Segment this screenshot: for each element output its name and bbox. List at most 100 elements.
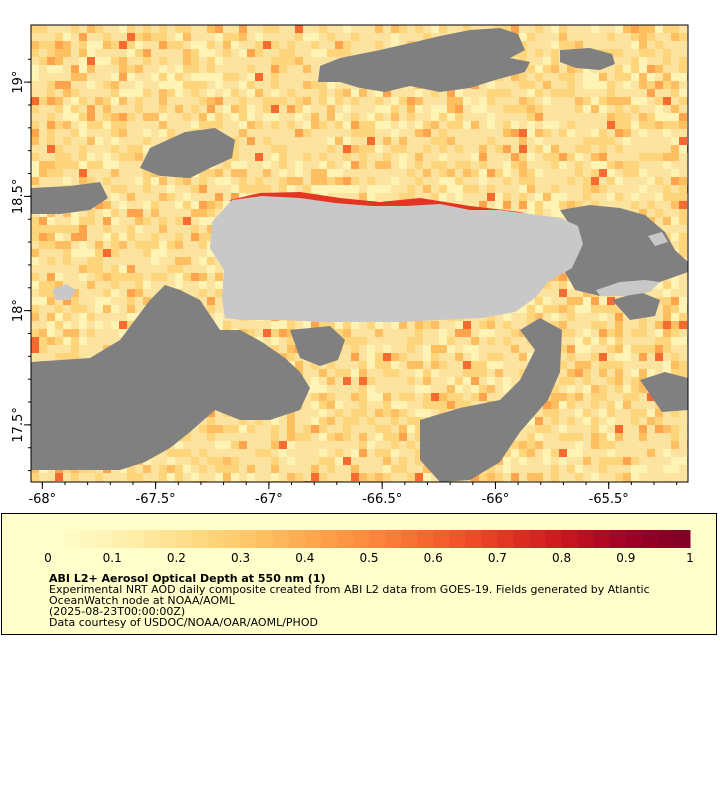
aod-cell: [327, 161, 335, 169]
aod-cell: [567, 297, 575, 305]
aod-cell: [423, 473, 431, 481]
aod-cell: [111, 233, 119, 241]
aod-cell: [159, 105, 167, 113]
aod-cell: [87, 121, 95, 129]
aod-cell: [287, 473, 295, 481]
aod-cell: [583, 81, 591, 89]
aod-cell: [655, 25, 663, 33]
aod-cell: [415, 129, 423, 137]
aod-cell: [671, 337, 679, 345]
aod-cell: [47, 89, 55, 97]
aod-cell: [551, 449, 559, 457]
aod-cell: [599, 433, 607, 441]
aod-cell: [351, 353, 359, 361]
color-bar-tick-label: 0.6: [424, 551, 443, 565]
aod-cell: [343, 177, 351, 185]
aod-cell: [519, 49, 527, 57]
aod-cell: [55, 233, 63, 241]
aod-cell: [599, 353, 607, 361]
aod-cell: [167, 473, 175, 481]
aod-cell: [503, 121, 511, 129]
aod-cell: [103, 177, 111, 185]
aod-cell: [311, 393, 319, 401]
vieques-culebra-land: [596, 280, 660, 296]
color-bar-segment: [417, 530, 434, 548]
aod-cell: [143, 217, 151, 225]
aod-cell: [551, 145, 559, 153]
aod-cell: [487, 313, 495, 321]
aod-cell: [271, 81, 279, 89]
aod-cell: [207, 49, 215, 57]
aod-cell: [383, 425, 391, 433]
aod-cell: [103, 121, 111, 129]
aod-cell: [295, 161, 303, 169]
aod-cell: [535, 73, 543, 81]
aod-cell: [599, 361, 607, 369]
aod-cell: [343, 89, 351, 97]
aod-cell: [615, 113, 623, 121]
aod-cell: [391, 113, 399, 121]
aod-cell: [351, 345, 359, 353]
color-bar-segment: [561, 530, 579, 548]
aod-cell: [455, 385, 463, 393]
aod-cell: [471, 353, 479, 361]
aod-cell: [375, 361, 383, 369]
aod-cell: [591, 97, 599, 105]
aod-cell: [263, 97, 271, 105]
aod-cell: [111, 169, 119, 177]
aod-cell: [367, 137, 375, 145]
aod-cell: [663, 361, 671, 369]
aod-cell: [207, 457, 215, 465]
aod-cell: [79, 217, 87, 225]
aod-cell: [39, 41, 47, 49]
aod-cell: [327, 185, 335, 193]
aod-cell: [175, 65, 183, 73]
aod-cell: [199, 185, 207, 193]
aod-cell: [55, 161, 63, 169]
aod-cell: [319, 177, 327, 185]
aod-cell: [607, 193, 615, 201]
aod-cell: [183, 465, 191, 473]
aod-cell: [639, 81, 647, 89]
aod-cell: [407, 337, 415, 345]
aod-cell: [239, 169, 247, 177]
aod-cell: [303, 81, 311, 89]
aod-cell: [463, 121, 471, 129]
aod-cell: [527, 441, 535, 449]
aod-cell: [167, 265, 175, 273]
aod-cell: [103, 81, 111, 89]
aod-cell: [535, 305, 543, 313]
aod-cell: [319, 81, 327, 89]
aod-cell: [39, 57, 47, 65]
aod-cell: [279, 329, 287, 337]
aod-cell: [287, 337, 295, 345]
aod-cell: [143, 465, 151, 473]
aod-cell: [79, 33, 87, 41]
aod-cell: [527, 33, 535, 41]
aod-cell: [543, 449, 551, 457]
aod-cell: [31, 73, 39, 81]
aod-cell: [127, 89, 135, 97]
aod-cell: [143, 25, 151, 33]
aod-cell: [247, 113, 255, 121]
aod-cell: [159, 465, 167, 473]
aod-cell: [527, 209, 535, 217]
aod-cell: [135, 273, 143, 281]
aod-cell: [607, 49, 615, 57]
aod-cell: [127, 321, 135, 329]
aod-cell: [439, 409, 447, 417]
aod-cell: [639, 369, 647, 377]
aod-cell: [47, 169, 55, 177]
aod-cell: [343, 145, 351, 153]
aod-cell: [319, 369, 327, 377]
aod-cell: [583, 297, 591, 305]
aod-cell: [271, 65, 279, 73]
aod-cell: [423, 353, 431, 361]
aod-cell: [55, 121, 63, 129]
aod-cell: [511, 329, 519, 337]
aod-cell: [255, 33, 263, 41]
color-bar-segment: [433, 530, 450, 548]
aod-cell: [535, 137, 543, 145]
aod-cell: [167, 73, 175, 81]
aod-cell: [207, 217, 215, 225]
